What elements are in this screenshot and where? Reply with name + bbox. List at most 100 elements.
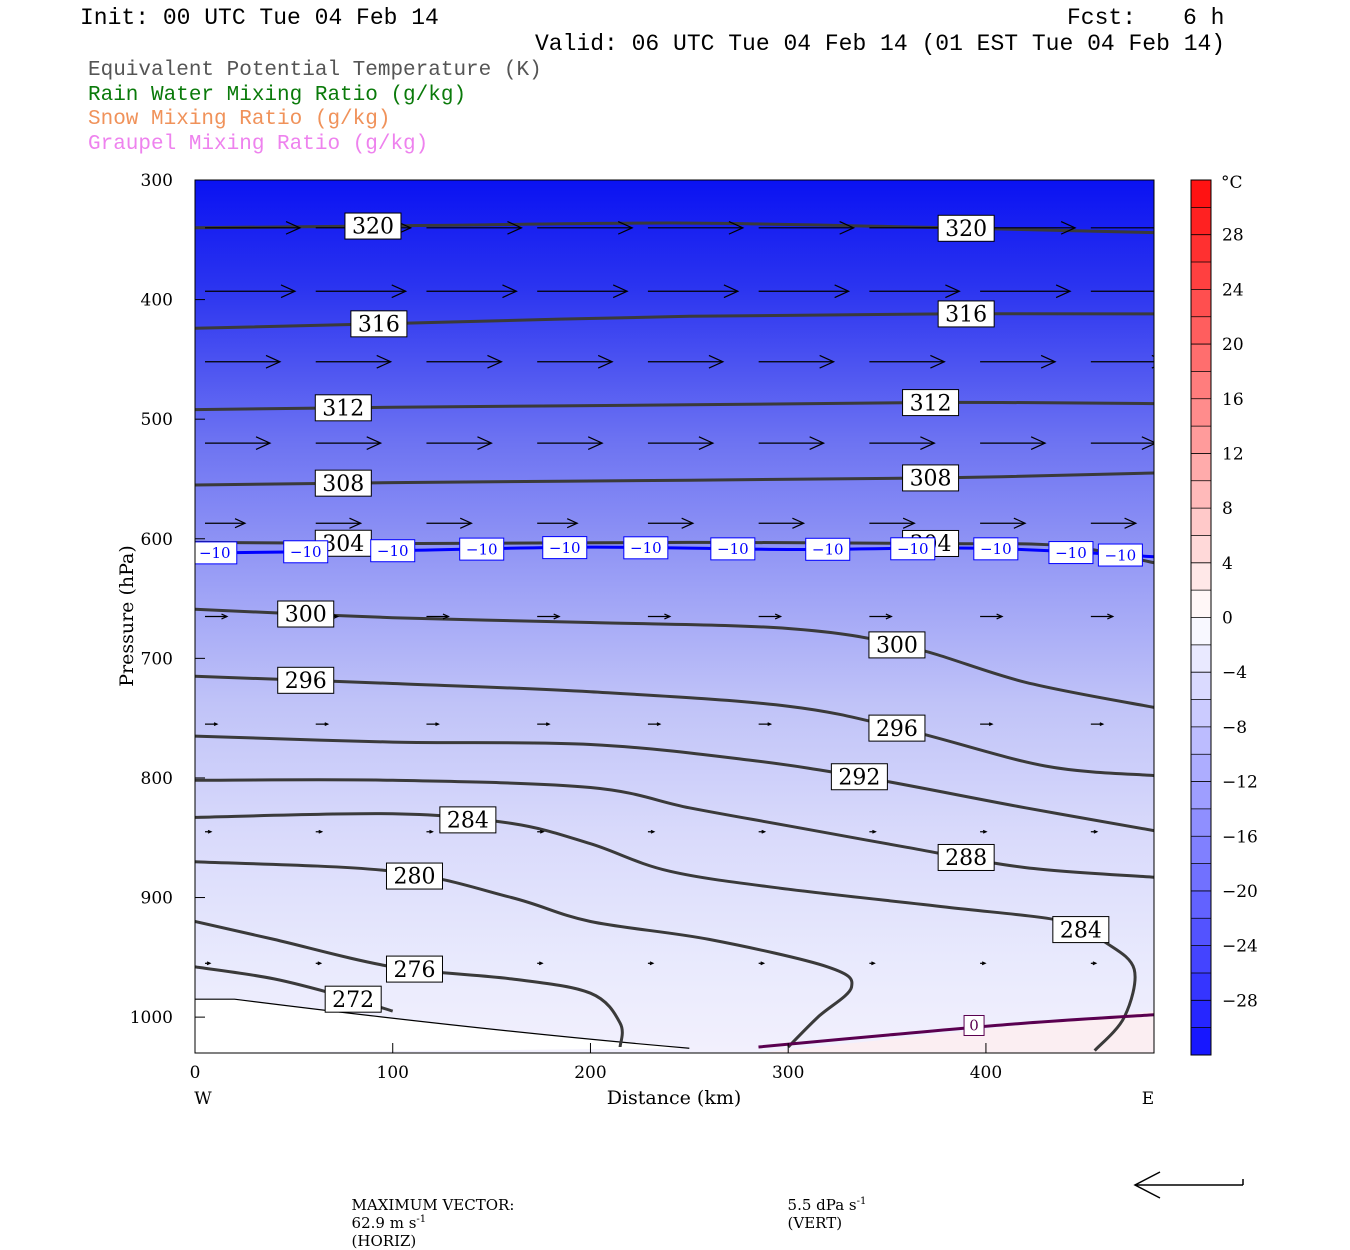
colorbar-label-28: 28 [1222,226,1244,246]
colorbar-unit: °C [1221,173,1243,193]
svg-text:284: 284 [447,809,489,834]
wind-vector-955-224 [647,961,655,966]
wind-vector-955-448 [1090,961,1098,966]
legend-snow: Snow Mixing Ratio (g/kg) [88,108,391,131]
theta-e-contour-292 [195,734,1154,833]
y-tick-label-600: 600 [141,530,173,550]
svg-text:−10: −10 [377,542,409,560]
theta-e-label-272: 272 [324,985,382,1013]
horiz-exp: -1 [416,1214,427,1225]
svg-text:312: 312 [910,391,952,416]
wind-vector-393-392 [980,284,1072,299]
x-end-label-east: E [1142,1089,1154,1109]
svg-text:312: 312 [322,397,364,422]
wind-vector-955-280 [758,961,766,966]
wind-vector-452-168 [537,354,614,369]
theta-e-label-308: 308 [314,469,372,497]
wind-vector-755-224 [647,722,662,727]
wind-vector-587-336 [869,517,916,529]
colorbar-bin [1191,644,1211,673]
theta-e-label-276: 276 [385,955,443,983]
colorbar-bin [1191,535,1211,564]
wind-vector-665-280 [758,613,783,620]
colorbar-bin [1191,754,1211,783]
colorbar-bin [1191,480,1211,509]
theta-e-label-296: 296 [277,666,335,694]
colorbar-bin [1191,316,1211,345]
wind-vector-845-280 [758,829,767,834]
theta-e-label-316: 316 [350,310,408,338]
wind-vector-452-0 [205,354,282,369]
max-vector-label: MAXIMUM VECTOR: [351,1196,515,1214]
wind-vector-393-112 [426,284,518,299]
svg-text:−10: −10 [630,539,662,557]
temp-label-m10: −10 [542,536,588,560]
colorbar-bin [1191,426,1211,454]
wind-vector-340-0 [205,220,302,235]
colorbar-bin [1191,234,1211,263]
wind-vector-393-224 [647,284,740,299]
wind-vector-587-448 [1090,517,1138,529]
y-tick-label-1000: 1000 [130,1008,173,1028]
colorbar-label-m28: −28 [1222,991,1258,1011]
svg-text:−10: −10 [1105,546,1137,564]
theta-e-label-284: 284 [439,806,497,834]
wind-vector-587-168 [537,518,579,529]
wind-vector-755-0 [205,722,219,727]
temp-label-m10: −10 [805,537,851,561]
colorbar-label-m8: −8 [1222,718,1247,738]
temp-label-m10: −10 [1048,541,1094,565]
svg-text:308: 308 [910,467,952,492]
svg-text:284: 284 [1060,918,1102,943]
colorbar-bin [1191,262,1211,290]
svg-text:288: 288 [945,846,987,871]
wind-vector-452-392 [980,354,1057,369]
wind-vector-340-280 [758,220,856,235]
wind-vector-587-224 [647,517,695,529]
wind-vector-955-56 [315,961,323,966]
vert-tag: (VERT) [787,1214,843,1232]
wind-vector-587-112 [426,517,473,529]
wind-vector-845-336 [869,829,877,834]
colorbar-bin [1191,672,1211,701]
wind-vector-452-224 [647,354,725,369]
wind-vector-520-56 [315,436,383,450]
colorbar-bin [1191,617,1211,646]
colorbar-label-m16: −16 [1222,827,1258,847]
wind-vector-393-280 [758,284,851,299]
wind-vector-665-448 [1090,613,1115,620]
svg-text:−10: −10 [717,540,749,558]
svg-text:276: 276 [393,958,435,983]
wind-vector-452-280 [758,354,836,369]
forecast-hour: 6 h [1183,5,1225,31]
wind-vector-393-0 [205,284,297,299]
colorbar-bin [1191,808,1211,837]
wind-vector-845-168 [537,829,545,834]
colorbar-label-m4: −4 [1222,663,1247,683]
svg-text:−10: −10 [1055,544,1087,562]
wind-vector-955-392 [980,961,987,966]
svg-text:316: 316 [358,313,400,338]
wind-vector-393-168 [537,284,629,299]
colorbar-label-12: 12 [1222,444,1244,464]
svg-text:296: 296 [285,669,327,694]
wind-vector-393-448 [1090,290,1154,292]
y-tick-label-900: 900 [141,889,173,909]
colorbar-label-20: 20 [1222,335,1244,355]
wind-vector-520-448 [1090,436,1154,450]
svg-text:−10: −10 [290,543,322,561]
wind-vector-665-168 [537,613,561,620]
wind-vector-845-0 [205,829,213,834]
wind-vector-665-112 [426,613,450,620]
svg-text:308: 308 [322,472,364,497]
wind-vector-520-112 [426,436,493,450]
colorbar-label-m24: −24 [1222,937,1258,957]
x-end-label-west: W [194,1089,212,1109]
wind-vector-520-168 [537,436,604,450]
wind-vector-755-56 [315,722,330,727]
colorbar-label-m20: −20 [1222,882,1258,902]
y-tick-label-400: 400 [141,291,173,311]
colorbar-bin [1191,836,1211,865]
x-tick-label-100: 100 [377,1063,409,1083]
colorbar-bin [1191,180,1211,208]
